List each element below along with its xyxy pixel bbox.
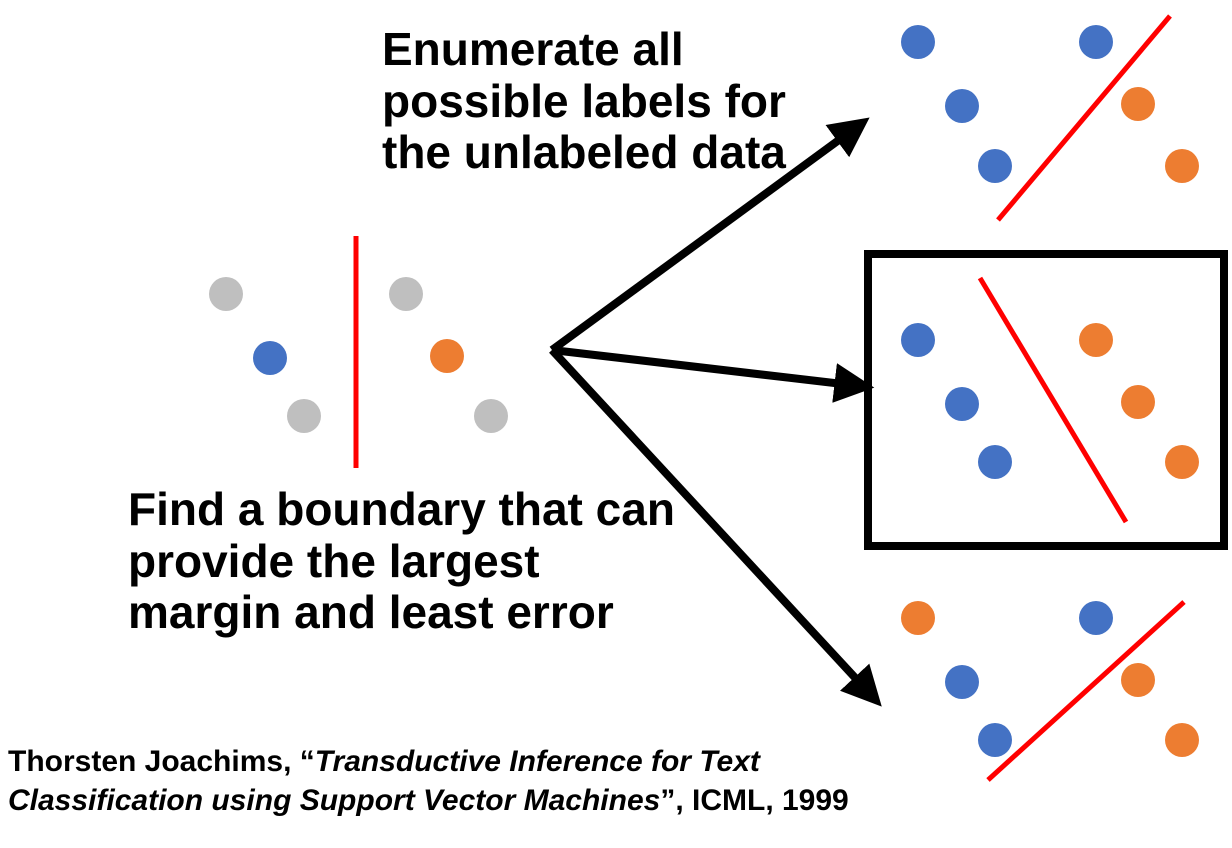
citation-venue: ”, ICML, 1999 <box>660 784 849 817</box>
blue-data-point <box>945 387 979 421</box>
orange-data-point <box>1121 385 1155 419</box>
orange-data-point <box>1121 663 1155 697</box>
orange-data-point <box>1165 149 1199 183</box>
selected-labeling-frame <box>864 250 1228 550</box>
labeling-2-points <box>901 323 1199 479</box>
original-dataset <box>209 236 508 468</box>
labeling-2-boundary-line <box>977 276 1129 524</box>
labeling-1-points <box>901 25 1199 183</box>
blue-data-point <box>1079 25 1113 59</box>
labeling-1-boundary-line <box>996 14 1172 222</box>
gray-data-point <box>474 399 508 433</box>
citation-author: Thorsten Joachims, “ <box>8 745 315 778</box>
enumerate-caption: Enumerate all possible labels for the un… <box>382 23 786 179</box>
blue-data-point <box>901 25 935 59</box>
gray-data-point <box>389 277 423 311</box>
orange-data-point <box>1121 87 1155 121</box>
arrow-to-labeling-2 <box>551 346 875 403</box>
enumerate-caption-line: possible labels for <box>382 74 786 127</box>
orange-data-point <box>1165 723 1199 757</box>
boundary-caption-line: provide the largest <box>128 534 540 587</box>
blue-data-point <box>901 323 935 357</box>
orange-data-point <box>901 601 935 635</box>
boundary-caption: Find a boundary that can provide the lar… <box>128 483 675 639</box>
arrow-to-labeling-3 <box>549 347 882 707</box>
arrow-to-labeling-1 <box>549 117 870 354</box>
enumeration-arrows <box>549 117 882 707</box>
orange-data-point <box>430 339 464 373</box>
gray-data-point <box>287 399 321 433</box>
labeling-3-points <box>901 601 1199 757</box>
blue-data-point <box>945 665 979 699</box>
citation-title-part-2: Classification using Support Vector Mach… <box>8 784 661 817</box>
labeling-3-boundary-line <box>986 600 1186 782</box>
enumerate-caption-line: the unlabeled data <box>382 126 786 179</box>
blue-data-point <box>253 341 287 375</box>
citation: Thorsten Joachims, “Transductive Inferen… <box>8 742 849 820</box>
labeling-1 <box>901 14 1199 222</box>
blue-data-point <box>945 89 979 123</box>
orange-data-point <box>1079 323 1113 357</box>
blue-data-point <box>978 149 1012 183</box>
boundary-caption-line: Find a boundary that can <box>128 483 675 535</box>
blue-data-point <box>1079 601 1113 635</box>
citation-title-part-1: Transductive Inference for Text <box>314 745 760 778</box>
citation-line-2: Classification using Support Vector Mach… <box>8 781 849 820</box>
orange-data-point <box>1165 445 1199 479</box>
labeling-2 <box>864 250 1228 550</box>
boundary-caption-line: margin and least error <box>128 586 614 639</box>
original-points <box>209 277 508 433</box>
blue-data-point <box>978 445 1012 479</box>
enumerate-caption-line: Enumerate all <box>382 23 684 75</box>
citation-line-1: Thorsten Joachims, “Transductive Inferen… <box>8 742 849 781</box>
blue-data-point <box>978 723 1012 757</box>
gray-data-point <box>209 277 243 311</box>
labeling-3 <box>901 600 1199 782</box>
